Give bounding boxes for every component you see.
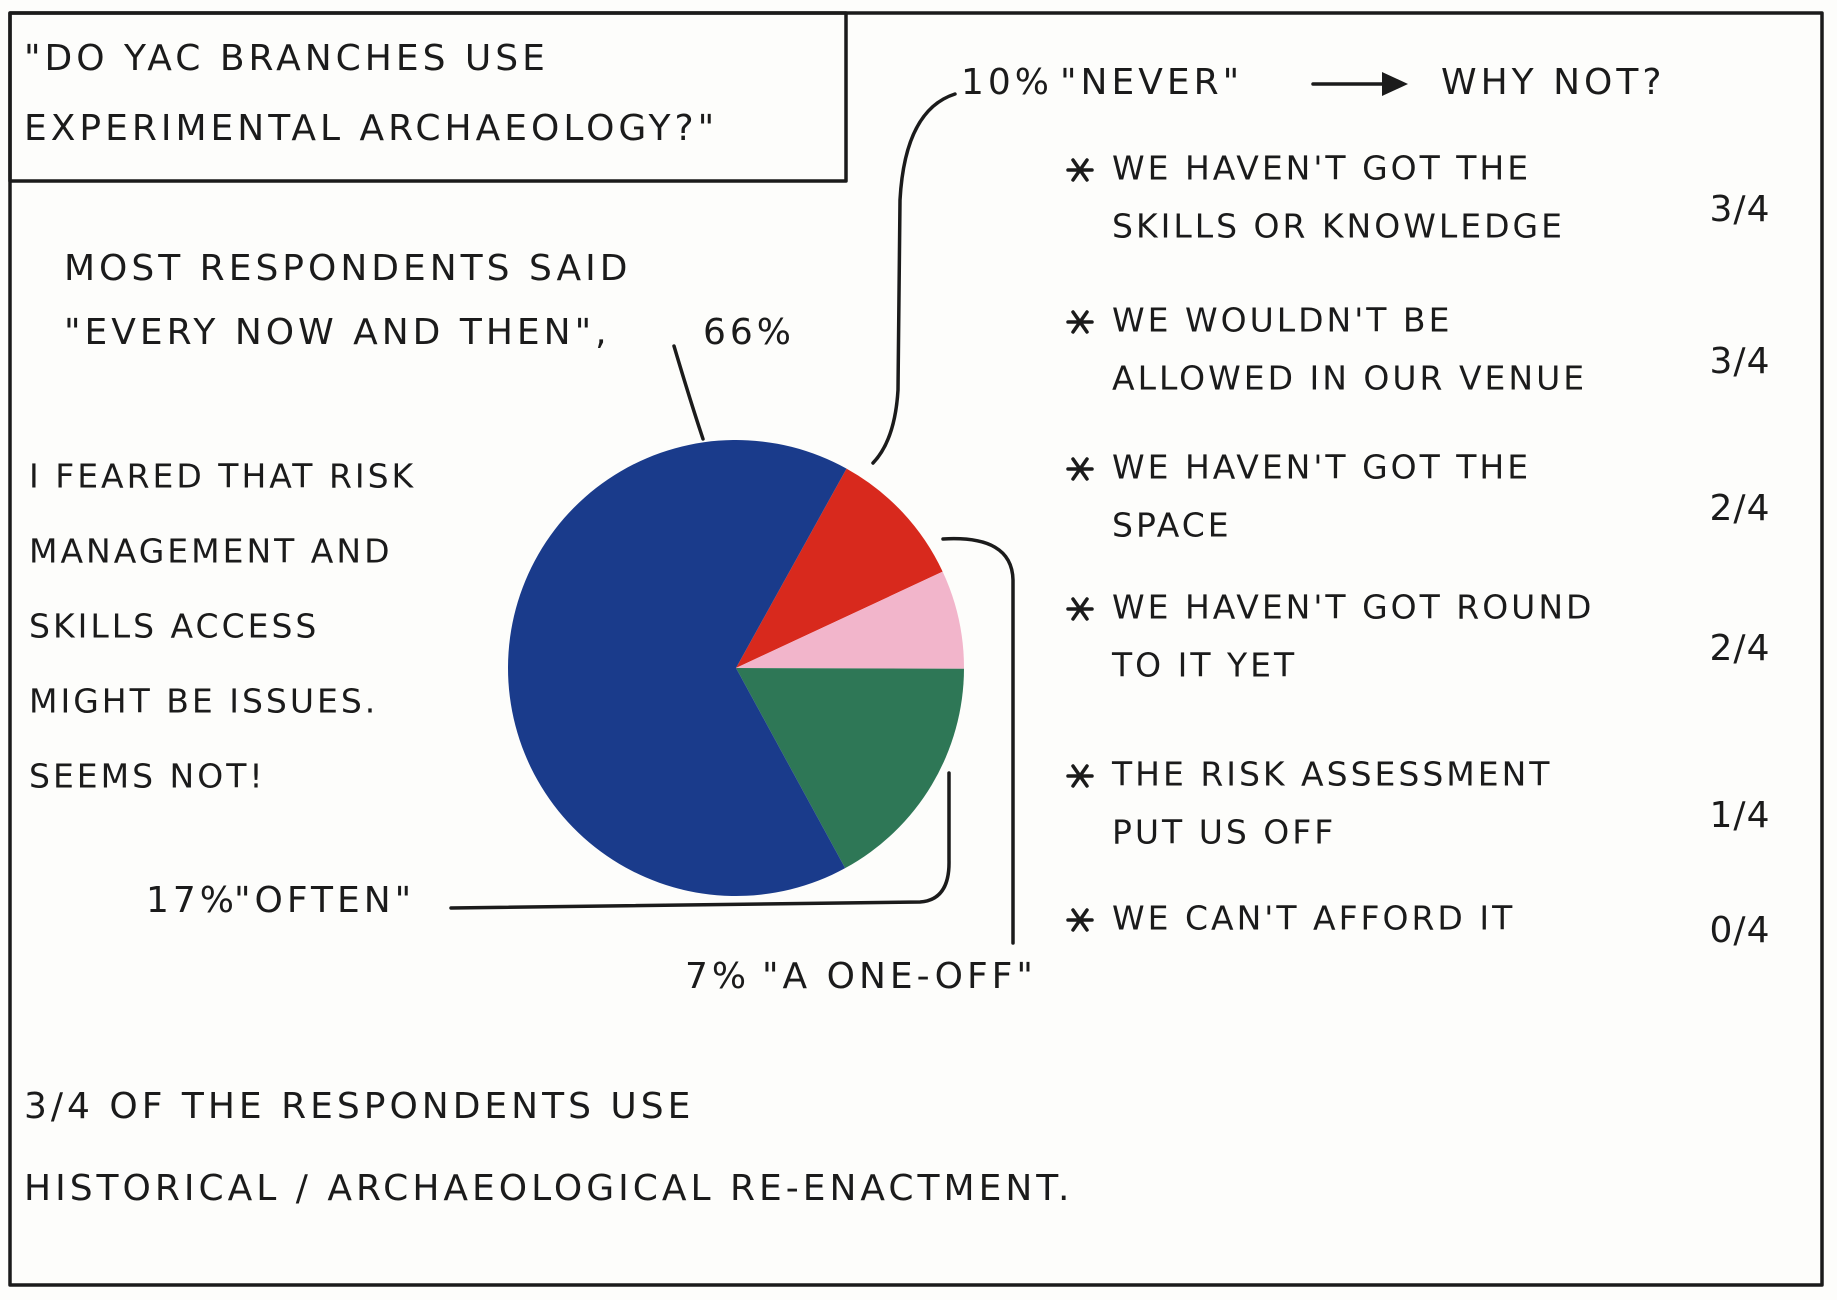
- category-label: "EVERY NOW AND THEN",: [64, 312, 611, 353]
- reason-text: TO IT YET: [1111, 646, 1297, 685]
- bullet: [1066, 597, 1094, 621]
- pie-slice: [736, 468, 943, 668]
- bullet: [1066, 764, 1094, 788]
- value-label: 10%: [961, 62, 1053, 103]
- leader-often: [449, 771, 951, 910]
- reason-text: PUT US OFF: [1112, 813, 1336, 852]
- category-label: "NEVER": [1060, 62, 1243, 103]
- leader-every: [672, 344, 705, 441]
- reason-text: THE RISK ASSESSMENT: [1111, 755, 1552, 794]
- title-box: [8, 11, 848, 183]
- why-not-heading: WHY NOT?: [1441, 62, 1665, 103]
- category-label: "OFTEN": [234, 880, 415, 921]
- leader-one-off: [941, 536, 1015, 945]
- value-label: 66%: [703, 312, 795, 353]
- reason-fraction: 3/4: [1710, 189, 1771, 230]
- reason-text: WE HAVEN'T GOT THE: [1112, 448, 1531, 487]
- reason-fraction: 0/4: [1710, 910, 1771, 951]
- reason-text: ALLOWED IN OUR VENUE: [1112, 359, 1587, 398]
- reason-text: WE CAN'T AFFORD IT: [1112, 899, 1515, 938]
- pie-slice: [736, 668, 964, 869]
- chart-title: EXPERIMENTAL ARCHAEOLOGY?": [24, 108, 718, 149]
- reason-text: SKILLS OR KNOWLEDGE: [1112, 207, 1565, 246]
- side-note: MANAGEMENT AND: [29, 532, 392, 571]
- pie-slice: [736, 571, 964, 669]
- footer-text: HISTORICAL / ARCHAEOLOGICAL RE-ENACTMENT…: [24, 1168, 1073, 1209]
- side-note: MIGHT BE ISSUES.: [29, 682, 378, 721]
- leader-never: [871, 92, 957, 465]
- reason-fraction: 2/4: [1710, 488, 1771, 529]
- bullet: [1066, 158, 1094, 182]
- frame: [8, 11, 1824, 1287]
- side-note: SEEMS NOT!: [29, 757, 266, 796]
- reason-text: WE WOULDN'T BE: [1112, 301, 1452, 340]
- side-note: I FEARED THAT RISK: [29, 457, 416, 496]
- reason-text: WE HAVEN'T GOT ROUND: [1112, 588, 1594, 627]
- reason-fraction: 2/4: [1710, 628, 1771, 669]
- reason-fraction: 1/4: [1710, 795, 1771, 836]
- footer-text: 3/4 OF THE RESPONDENTS USE: [24, 1086, 694, 1127]
- value-label: 17%: [146, 880, 238, 921]
- reason-text: SPACE: [1112, 506, 1232, 545]
- value-label: 7%: [685, 956, 750, 997]
- annotation: MOST RESPONDENTS SAID: [64, 248, 631, 289]
- bullet: [1066, 908, 1094, 932]
- chart-title: "DO YAC BRANCHES USE: [24, 38, 549, 79]
- category-label: "A ONE-OFF": [762, 956, 1037, 997]
- arrow-head: [1382, 72, 1408, 96]
- reason-text: WE HAVEN'T GOT THE: [1112, 149, 1531, 188]
- reason-fraction: 3/4: [1710, 341, 1771, 382]
- side-note: SKILLS ACCESS: [29, 607, 319, 646]
- bullet: [1066, 310, 1094, 334]
- bullet: [1066, 457, 1094, 481]
- pie-slice: [508, 440, 847, 896]
